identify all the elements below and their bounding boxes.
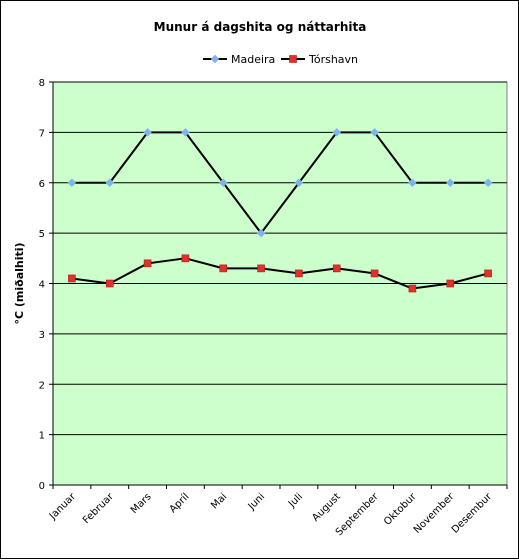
data-point [294,178,304,188]
y-tick-label: 8 [39,78,45,89]
y-tick-label: 2 [39,380,45,391]
x-axis-ticks: Januar Februar Mars Apríl Mai Juni Juli AugustS… [47,485,508,538]
data-point [256,228,266,238]
data-point [370,128,379,137]
data-point [67,178,77,188]
legend-marker [210,54,220,64]
data-point [408,178,417,188]
legend-item: Madeira [203,53,275,66]
data-point [143,259,152,268]
y-axis-label: °C (miðalhiti) [13,242,26,324]
data-point [484,269,492,278]
data-point [445,178,455,188]
legend-label: Tórshavn [308,53,358,66]
x-tick-label: Januar [47,491,79,523]
legend: Madeira Tórshavn [203,53,358,66]
data-point [105,178,115,188]
data-point [143,128,152,137]
data-point [68,274,76,283]
legend-item: Tórshavn [281,53,358,66]
x-tick-label: Mars [129,491,154,516]
series-line [71,131,489,235]
x-tick-label: Februar [81,491,117,527]
data-point [370,269,379,278]
data-point [218,178,228,188]
x-tick-label: Mai [209,491,229,511]
data-point [219,264,228,273]
data-point [181,254,190,263]
series-group [67,128,493,293]
series-0 [67,128,493,238]
data-point [332,128,342,137]
x-tick-label: August [310,491,343,524]
x-tick-label: Oktobur [382,491,419,528]
y-tick-label: 4 [39,280,45,291]
data-point [295,269,303,278]
data-point [483,178,493,188]
y-tick-label: 0 [39,481,45,492]
y-tick-label: 5 [39,229,45,240]
chart-title: Munur á dagshita og náttarhita [154,20,367,34]
data-point [181,128,190,137]
series-line [71,257,489,290]
data-point [332,264,341,273]
legend-label: Madeira [231,53,275,66]
y-tick-label: 6 [39,179,45,190]
x-tick-label: Juni [246,491,268,513]
data-point [105,279,114,288]
data-point [446,279,455,288]
y-tick-label: 1 [39,431,45,442]
legend-marker [289,55,297,63]
series-1 [68,254,492,293]
y-tick-label: 7 [39,128,45,139]
gridlines [53,81,507,436]
data-point [257,264,265,273]
data-point [408,284,417,293]
x-tick-label: Juli [286,491,305,510]
x-tick-label: Desembur [450,491,495,536]
x-tick-label: Apríl [167,491,192,516]
y-tick-label: 3 [39,330,45,341]
